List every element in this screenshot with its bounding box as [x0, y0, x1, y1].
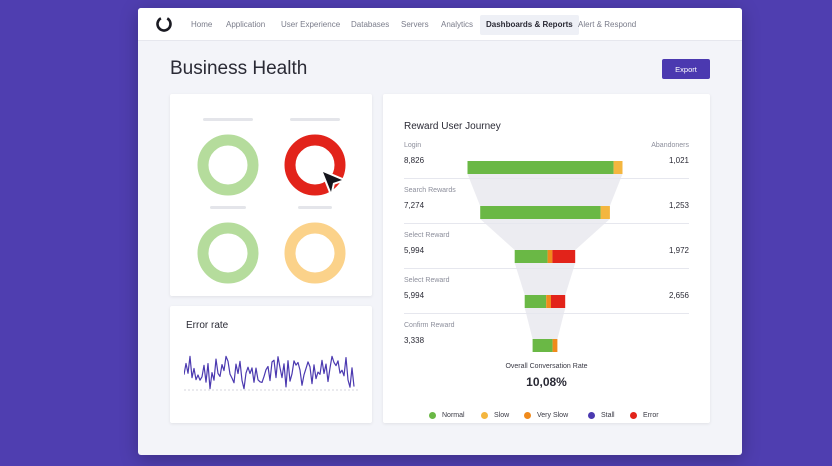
nav-item-databases[interactable]: Databases — [351, 20, 390, 29]
donut-label-placeholder — [203, 118, 253, 121]
error-rate-chart[interactable] — [184, 352, 359, 402]
legend-slow: Slow — [481, 412, 509, 419]
nav-item-user-experience[interactable]: User Experience — [281, 20, 341, 29]
donut-grid — [197, 134, 346, 284]
step-abandoners: 2,656 — [668, 291, 689, 300]
legend-label: Very Slow — [537, 412, 569, 419]
funnel-bar-segment[interactable] — [600, 206, 610, 219]
divider — [404, 268, 689, 269]
funnel-connector — [514, 263, 576, 295]
step-abandoners: 1,253 — [668, 201, 689, 210]
journey-card: Reward User Journey Abandoners Login 8,8… — [383, 94, 710, 423]
overall-rate-value: 10,08% — [526, 375, 567, 389]
top-nav: Home Application User Experience Databas… — [138, 8, 742, 41]
nav-item-application[interactable]: Application — [226, 20, 266, 29]
page-title: Business Health — [170, 58, 308, 79]
funnel-connector — [524, 308, 566, 339]
nav-item-home[interactable]: Home — [191, 20, 213, 29]
funnel-bar-segment[interactable] — [546, 295, 551, 308]
legend-label: Normal — [442, 412, 465, 419]
step-label: Select Reward — [404, 277, 450, 284]
funnel-bar-segment[interactable] — [547, 250, 553, 263]
nav-item-servers[interactable]: Servers — [401, 20, 429, 29]
app-window: Home Application User Experience Databas… — [138, 8, 742, 455]
legend-label: Slow — [494, 412, 510, 419]
legend-swatch — [481, 412, 488, 419]
funnel-bar-segment[interactable] — [467, 161, 614, 174]
step-users: 3,338 — [404, 336, 425, 345]
step-label: Search Rewards — [404, 187, 456, 194]
status-card — [170, 94, 372, 296]
cursor-icon — [321, 170, 344, 194]
divider — [404, 313, 689, 314]
overall-rate-label: Overall Conversation Rate — [505, 363, 588, 370]
funnel-bar-segment[interactable] — [514, 250, 548, 263]
legend-label: Error — [643, 412, 659, 419]
status-donut[interactable] — [197, 134, 259, 196]
step-label: Confirm Reward — [404, 322, 455, 329]
donut-label-placeholder — [290, 118, 340, 121]
nav-item-dashboards-reports[interactable]: Dashboards & Reports — [480, 15, 579, 35]
divider — [404, 223, 689, 224]
journey-title: Reward User Journey — [404, 121, 501, 132]
nav-item-alert-respond[interactable]: Alert & Respond — [578, 20, 637, 29]
step-label: Select Reward — [404, 232, 450, 239]
legend-swatch — [630, 412, 637, 419]
funnel-bar-segment[interactable] — [480, 206, 601, 219]
step-label: Login — [404, 142, 422, 149]
error-rate-title: Error rate — [186, 320, 229, 331]
funnel-bar-segment[interactable] — [551, 295, 566, 308]
donut-label-placeholder — [298, 206, 332, 209]
legend-error: Error — [630, 412, 659, 419]
funnel-bar-segment[interactable] — [552, 339, 558, 352]
legend-swatch — [524, 412, 531, 419]
export-button[interactable]: Export — [662, 59, 710, 79]
status-donut[interactable] — [284, 134, 346, 196]
funnel-connector — [467, 174, 623, 206]
error-rate-card: Error rate — [170, 306, 372, 423]
legend-swatch — [429, 412, 436, 419]
step-users: 7,274 — [404, 201, 425, 210]
step-users: 5,994 — [404, 291, 425, 300]
legend-very-slow: Very Slow — [524, 412, 568, 419]
funnel-bar-segment[interactable] — [524, 295, 547, 308]
step-users: 8,826 — [404, 156, 425, 165]
funnel-bar-segment[interactable] — [552, 250, 576, 263]
status-donut[interactable] — [284, 222, 346, 284]
divider — [404, 178, 689, 179]
funnel-bar-segment[interactable] — [532, 339, 553, 352]
logo-icon[interactable] — [155, 15, 173, 33]
legend-label: Stall — [601, 412, 615, 419]
donut-label-placeholder — [210, 206, 246, 209]
legend-swatch — [588, 412, 595, 419]
status-donut[interactable] — [197, 222, 259, 284]
funnel-bar-segment[interactable] — [613, 161, 623, 174]
legend-stall: Stall — [588, 412, 615, 419]
legend-normal: Normal — [429, 412, 465, 419]
journey-funnel — [467, 161, 623, 352]
step-abandoners: 1,972 — [668, 246, 689, 255]
abandoners-header: Abandoners — [651, 142, 689, 149]
step-abandoners: 1,021 — [668, 156, 689, 165]
nav-item-analytics[interactable]: Analytics — [441, 20, 474, 29]
step-users: 5,994 — [404, 246, 425, 255]
funnel-connector — [480, 219, 610, 250]
